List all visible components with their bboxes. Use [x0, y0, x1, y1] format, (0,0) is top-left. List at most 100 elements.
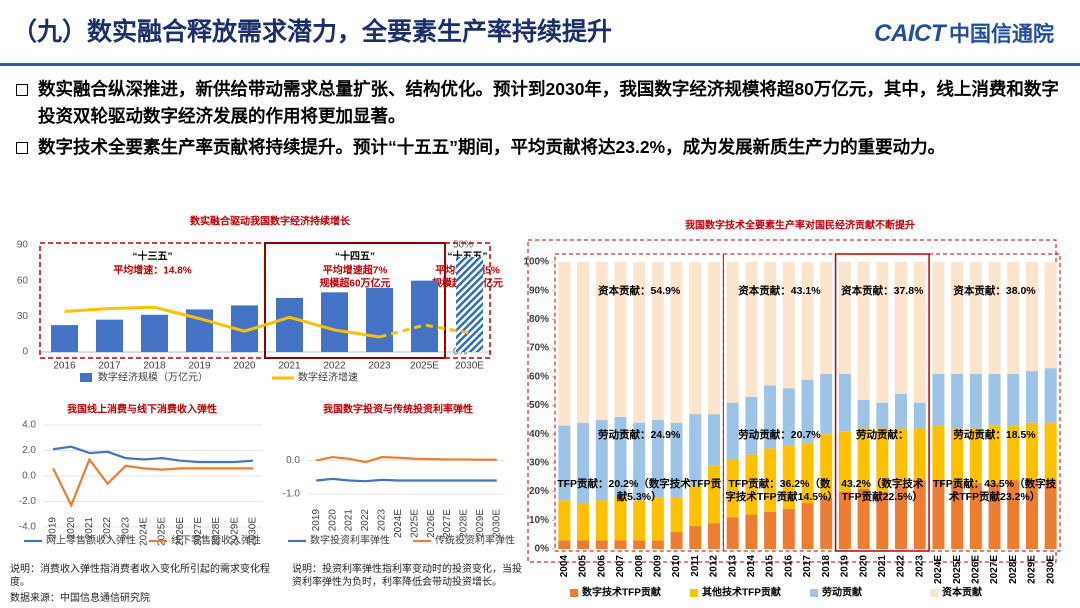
- bar-segment: [895, 485, 908, 549]
- y-tick-label: 50%: [529, 400, 549, 411]
- y-tick-label: 2.0: [22, 445, 36, 456]
- bar-segment: [764, 385, 777, 449]
- bar-segment: [801, 442, 814, 504]
- y-tick-label: 60%: [529, 371, 549, 382]
- annotation: 劳动贡献：: [856, 428, 909, 441]
- x-tick-label: 2026E: [970, 555, 981, 584]
- bar-segment: [969, 262, 982, 374]
- y-tick-label: -1.0: [283, 489, 301, 500]
- bar-segment: [857, 488, 870, 549]
- bar-segment: [577, 540, 590, 549]
- bar-segment: [670, 422, 683, 498]
- bar-segment: [726, 402, 739, 461]
- bar-segment: [577, 262, 590, 423]
- annotation-box: TFP贡献：20.2%（数字技术TFP贡献5.3%）: [557, 478, 721, 503]
- x-tick-label: 2023: [368, 361, 391, 372]
- bar-segment: [857, 262, 870, 400]
- bar-segment: [1025, 480, 1038, 549]
- bar-segment: [614, 416, 627, 498]
- bar-segment: [633, 422, 646, 501]
- period-note: 规模超60万亿元: [319, 277, 390, 290]
- slide-title: （九）数实融合释放需求潜力，全要素生产率持续提升: [12, 18, 613, 46]
- line: [379, 323, 470, 339]
- bar-segment: [913, 262, 926, 403]
- bar-segment: [651, 262, 664, 420]
- x-tick-label: 2023: [120, 517, 131, 540]
- annotation-box: 资本贡献：38.0%: [953, 285, 1035, 297]
- x-tick-label: 2024E: [139, 517, 150, 546]
- x-tick-label: 2021: [877, 555, 888, 578]
- period-box: [928, 253, 1061, 552]
- y-tick-label: 80%: [529, 314, 549, 325]
- x-tick-label: 2030E: [1045, 555, 1056, 584]
- x-tick-label: 2019: [311, 509, 322, 532]
- bar-segment: [1025, 371, 1038, 423]
- y-tick-label: 0.0: [286, 455, 300, 466]
- bar-segment: [820, 373, 833, 435]
- x-tick-label: 2027E: [989, 555, 1000, 584]
- legend-label: 数字经济规模（万亿元）: [98, 371, 208, 384]
- line: [316, 477, 497, 483]
- bar-segment: [801, 503, 814, 549]
- bar-segment: [745, 514, 758, 549]
- bar-segment: [932, 425, 945, 481]
- chart-title: 我国数字投资与传统投资利率弹性: [323, 403, 473, 416]
- bar-segment: [988, 262, 1001, 374]
- bar-segment: [782, 388, 795, 446]
- x-tick-label: 2020: [858, 555, 869, 578]
- bar-segment: [651, 419, 664, 498]
- x-tick-label: 2027E: [442, 509, 453, 538]
- annotation: 43.2%（数字技术TFP贡献22.5%）: [841, 477, 924, 503]
- x-tick-label: 2028E: [211, 517, 222, 546]
- bar-segment: [838, 373, 851, 432]
- bar-segment: [577, 422, 590, 504]
- period-note: 平均增速：14.8%: [113, 264, 191, 277]
- bar-segment: [670, 497, 683, 532]
- bar: [141, 314, 168, 352]
- bar-segment: [951, 482, 964, 549]
- bar-segment: [782, 262, 795, 389]
- bar: [96, 319, 123, 352]
- x-tick-label: 2030E: [491, 509, 502, 538]
- annotation: TFP贡献：43.5%（数字技术TFP贡献23.2%）: [932, 477, 1057, 503]
- bar-segment: [969, 482, 982, 549]
- y-tick-label: 30%: [529, 458, 549, 469]
- y-tick-label: 40%: [529, 429, 549, 440]
- x-tick-label: 2020: [327, 509, 338, 532]
- bar-segment: [558, 540, 571, 549]
- bar-segment: [988, 482, 1001, 549]
- bullet: 数字技术全要素生产率贡献将持续提升。预计“十五五”期间，平均贡献将达23.2%，…: [14, 134, 1064, 161]
- period-label: “十四五”: [335, 250, 375, 263]
- annotation-box: 劳动贡献：20.7%: [738, 429, 820, 441]
- x-tick-label: 2025E: [157, 517, 168, 546]
- bar-segment: [969, 428, 982, 483]
- bar-segment: [951, 262, 964, 374]
- bar-segment: [913, 402, 926, 429]
- bar: [321, 292, 348, 352]
- bar-segment: [558, 500, 571, 541]
- x-tick-label: 2023: [377, 509, 388, 532]
- legend-swatch: [80, 373, 92, 382]
- bar-segment: [689, 485, 702, 527]
- x-tick-label: 2028E: [459, 509, 470, 538]
- legend-swatch: [810, 589, 818, 597]
- annotation: 劳动贡献：24.9%: [598, 428, 681, 441]
- x-tick-label: 2007: [615, 555, 626, 578]
- y-tick-label: 90%: [529, 285, 549, 296]
- y-tick-label: 70%: [529, 343, 549, 354]
- bar-segment: [577, 503, 590, 541]
- y-tick-label: 20%: [529, 486, 549, 497]
- annotation-box: 资本贡献：43.1%: [738, 285, 820, 297]
- bar: [276, 297, 303, 352]
- x-tick-label: 2030E: [455, 361, 484, 372]
- x-tick-label: 2024E: [933, 555, 944, 584]
- bar-segment: [633, 540, 646, 549]
- x-tick-label: 2029E: [229, 517, 240, 546]
- bar-segment: [595, 419, 608, 501]
- annotation: 资本贡献：37.8%: [841, 285, 924, 298]
- bar-segment: [801, 379, 814, 443]
- x-tick-label: 2022: [896, 555, 907, 578]
- bar-segment: [1044, 422, 1057, 481]
- bar-segment: [614, 262, 627, 417]
- bar-segment: [782, 445, 795, 509]
